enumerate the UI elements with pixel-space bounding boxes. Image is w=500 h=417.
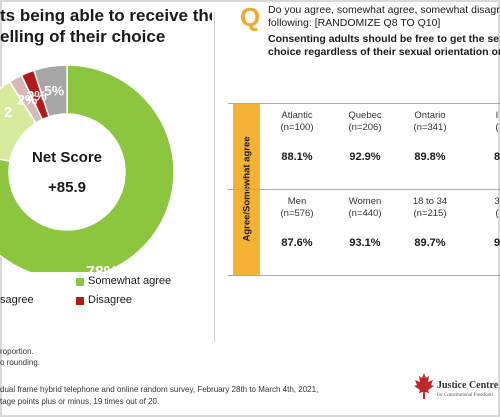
logo-tagline: for Constitutional Freedoms — [437, 393, 494, 398]
segment-name: Quebec — [348, 110, 382, 121]
segment-value: 88.1% — [281, 151, 313, 163]
statement-text: Consenting adults should be free to get … — [268, 33, 500, 59]
segment-sample-size: (n=576) — [280, 208, 314, 219]
footnote-line-4: tage points plus or minus, 19 times out … — [0, 397, 160, 406]
segment-sample-size: (n=206) — [348, 122, 382, 133]
segment-cell: Atlantic (n=100) 88.1% — [265, 110, 329, 163]
segment-sample-size: (n=215) — [413, 208, 447, 219]
segment-name: Ontario — [414, 110, 446, 121]
legend-swatch-somewhat-agree — [76, 278, 84, 286]
donut-label-don-t-know: 5% — [44, 83, 65, 99]
question-line-2: following: [RANDOMIZE Q8 TO Q10] — [268, 17, 441, 29]
legend-swatch-disagree — [76, 297, 84, 305]
segment-value: 89.8% — [414, 151, 446, 163]
segment-sample-size: ( — [495, 122, 499, 133]
segment-value: 93.1% — [349, 237, 381, 249]
question-line-1: Do you agree, somewhat agree, somewhat d… — [268, 4, 500, 16]
segment-value: 89.7% — [414, 237, 446, 249]
donut-label-somewhat-agree: 78% — [86, 264, 118, 272]
segment-name: 18 to 34 — [412, 196, 448, 207]
question-text: Do you agree, somewhat agree, somewhat d… — [268, 4, 500, 30]
justice-centre-logo: Justice Centre for Constitutional Freedo… — [413, 372, 500, 412]
segment-sample-size: (n=341) — [413, 122, 447, 133]
segment-sample-size: (n=100) — [280, 122, 314, 133]
statement-line-1: Consenting adults should be free to get … — [268, 33, 500, 45]
question-badge: Q — [240, 2, 261, 32]
segment-value: 87.6% — [281, 237, 313, 249]
segment-name: Women — [348, 196, 382, 207]
segment-sample-size: ( — [495, 208, 499, 219]
title-line-1: ts being able to receive the — [0, 6, 212, 25]
footnote-line-3: dual frame hybrid telephone and online r… — [0, 385, 319, 394]
segment-cell: Women (n=440) 93.1% — [333, 196, 397, 249]
segment-name: 3 — [494, 196, 500, 207]
donut-label-somewhat-disagree: 2% — [17, 92, 38, 108]
segment-value: 92.9% — [349, 151, 381, 163]
maple-leaf-icon — [414, 373, 434, 399]
table-rule-middle — [228, 189, 500, 190]
donut-label-disagree: 2% — [27, 87, 48, 103]
segment-cell: 3(9 — [465, 196, 500, 249]
donut-slice-don-t-know — [32, 64, 68, 118]
statement-line-2: choice regardless of their sexual orient… — [268, 46, 500, 58]
legend-somewhat-disagree-fragment: sagree — [0, 294, 34, 306]
net-score-title: Net Score — [32, 149, 102, 166]
segment-name: I — [495, 110, 499, 121]
segment-name: Men — [287, 196, 307, 207]
segment-cell: Ontario (n=341) 89.8% — [398, 110, 462, 163]
column-divider — [214, 12, 215, 342]
segment-sample-size: (n=440) — [348, 208, 382, 219]
footnote-line-2: o rounding. — [0, 358, 41, 367]
table-rule-top — [228, 103, 500, 104]
segment-cell: Men (n=576) 87.6% — [265, 196, 329, 249]
title-line-2: elling of their choice — [0, 27, 166, 46]
legend-somewhat-agree: Somewhat agree — [88, 275, 172, 287]
segment-cell: I(8 — [465, 110, 500, 163]
slide-title: ts being able to receive the elling of t… — [0, 5, 212, 47]
net-score-value: +85.9 — [48, 179, 86, 196]
footnote-line-1: roportion. — [0, 347, 34, 356]
fragment-slice-label: 2 — [4, 104, 12, 121]
donut-slices — [0, 64, 175, 272]
donut-slice-somewhat-agree — [0, 64, 175, 272]
logo-name: Justice Centre — [437, 380, 499, 391]
table-rule-bottom — [228, 275, 500, 276]
donut-chart: 78%2%2%5% 2 Net Score +85.9 — [0, 64, 175, 272]
segment-cell: Quebec (n=206) 92.9% — [333, 110, 397, 163]
segment-value: 8 — [493, 151, 500, 163]
donut-slice-labels: 78%2%2%5% — [17, 83, 118, 272]
legend-disagree: Disagree — [88, 294, 133, 306]
segment-value: 9 — [493, 237, 500, 249]
segment-name: Atlantic — [281, 110, 313, 121]
segment-cell: 18 to 34 (n=215) 89.7% — [398, 196, 462, 249]
